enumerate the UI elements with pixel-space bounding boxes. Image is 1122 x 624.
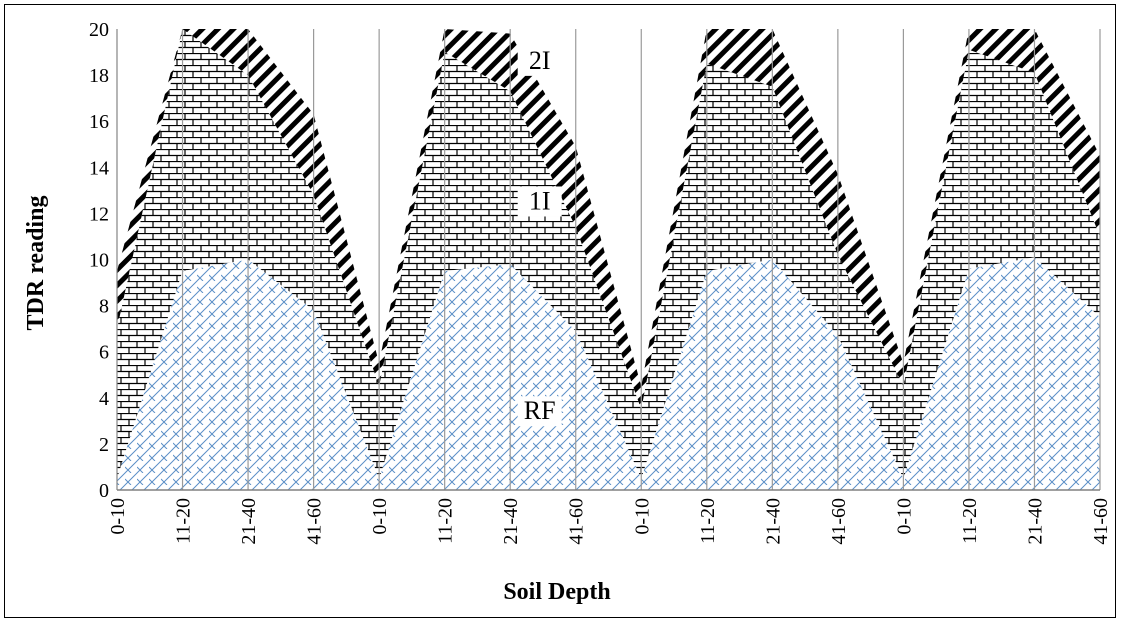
y-tick-label: 6	[99, 342, 109, 364]
y-tick-label: 20	[89, 19, 109, 41]
y-tick-label: 12	[89, 203, 109, 225]
annotation-bg	[517, 186, 562, 217]
annotation-rf: RF	[524, 396, 556, 425]
y-tick-labels: 0 2 4 6 8 10 12 14 16 18 20	[89, 19, 109, 502]
area-2i	[117, 29, 1100, 410]
y-tick-label: 0	[99, 480, 109, 502]
x-tick-label: 0-10	[893, 498, 915, 535]
area-layers	[117, 29, 1100, 490]
area-annotations: 2I 1I RF	[517, 45, 562, 427]
y-tick-label: 4	[99, 388, 109, 410]
y-tick-label: 14	[89, 157, 109, 179]
x-tick-label: 41-60	[1090, 498, 1112, 545]
y-tick-label: 10	[89, 250, 109, 272]
annotation-bg	[517, 45, 562, 76]
x-tick-label: 21-40	[1024, 498, 1046, 545]
x-tick-label: 0-10	[107, 498, 129, 535]
y-tick-label: 16	[89, 111, 109, 133]
x-tick-label: 11-20	[697, 498, 719, 544]
y-tick-label: 18	[89, 65, 109, 87]
y-axis-title: TDR reading	[23, 196, 49, 331]
annotation-1i: 1I	[529, 186, 551, 215]
y-tick-label: 2	[99, 434, 109, 456]
x-tick-label: 21-40	[238, 498, 260, 545]
vertical-gridlines	[116, 29, 1101, 490]
x-tick-label: 21-40	[500, 498, 522, 545]
area-rf	[117, 257, 1100, 490]
axes	[116, 29, 1100, 491]
x-tick-label: 11-20	[959, 498, 981, 544]
annotation-2i: 2I	[529, 46, 551, 75]
x-tick-label: 0-10	[369, 498, 391, 535]
x-tick-labels: 0-10 11-20 21-40 41-60 0-10 11-20 21-40 41-60 0-…	[107, 498, 1112, 545]
x-tick-label: 21-40	[762, 498, 784, 545]
x-tick-label: 41-60	[828, 498, 850, 545]
x-tick-label: 41-60	[566, 498, 588, 545]
area-1i	[117, 29, 1100, 479]
x-axis-title: Soil Depth	[503, 579, 610, 605]
annotation-bg	[517, 396, 562, 427]
y-tick-label: 8	[99, 296, 109, 318]
x-tick-label: 41-60	[304, 498, 326, 545]
x-tick-label: 11-20	[173, 498, 195, 544]
chart-frame: 0 2 4 6 8 10 12 14 16 18 20 0-10 11-20 21-40 41-60 0-1…	[4, 4, 1116, 618]
x-tick-label: 0-10	[631, 498, 653, 535]
x-tick-label: 11-20	[435, 498, 457, 544]
